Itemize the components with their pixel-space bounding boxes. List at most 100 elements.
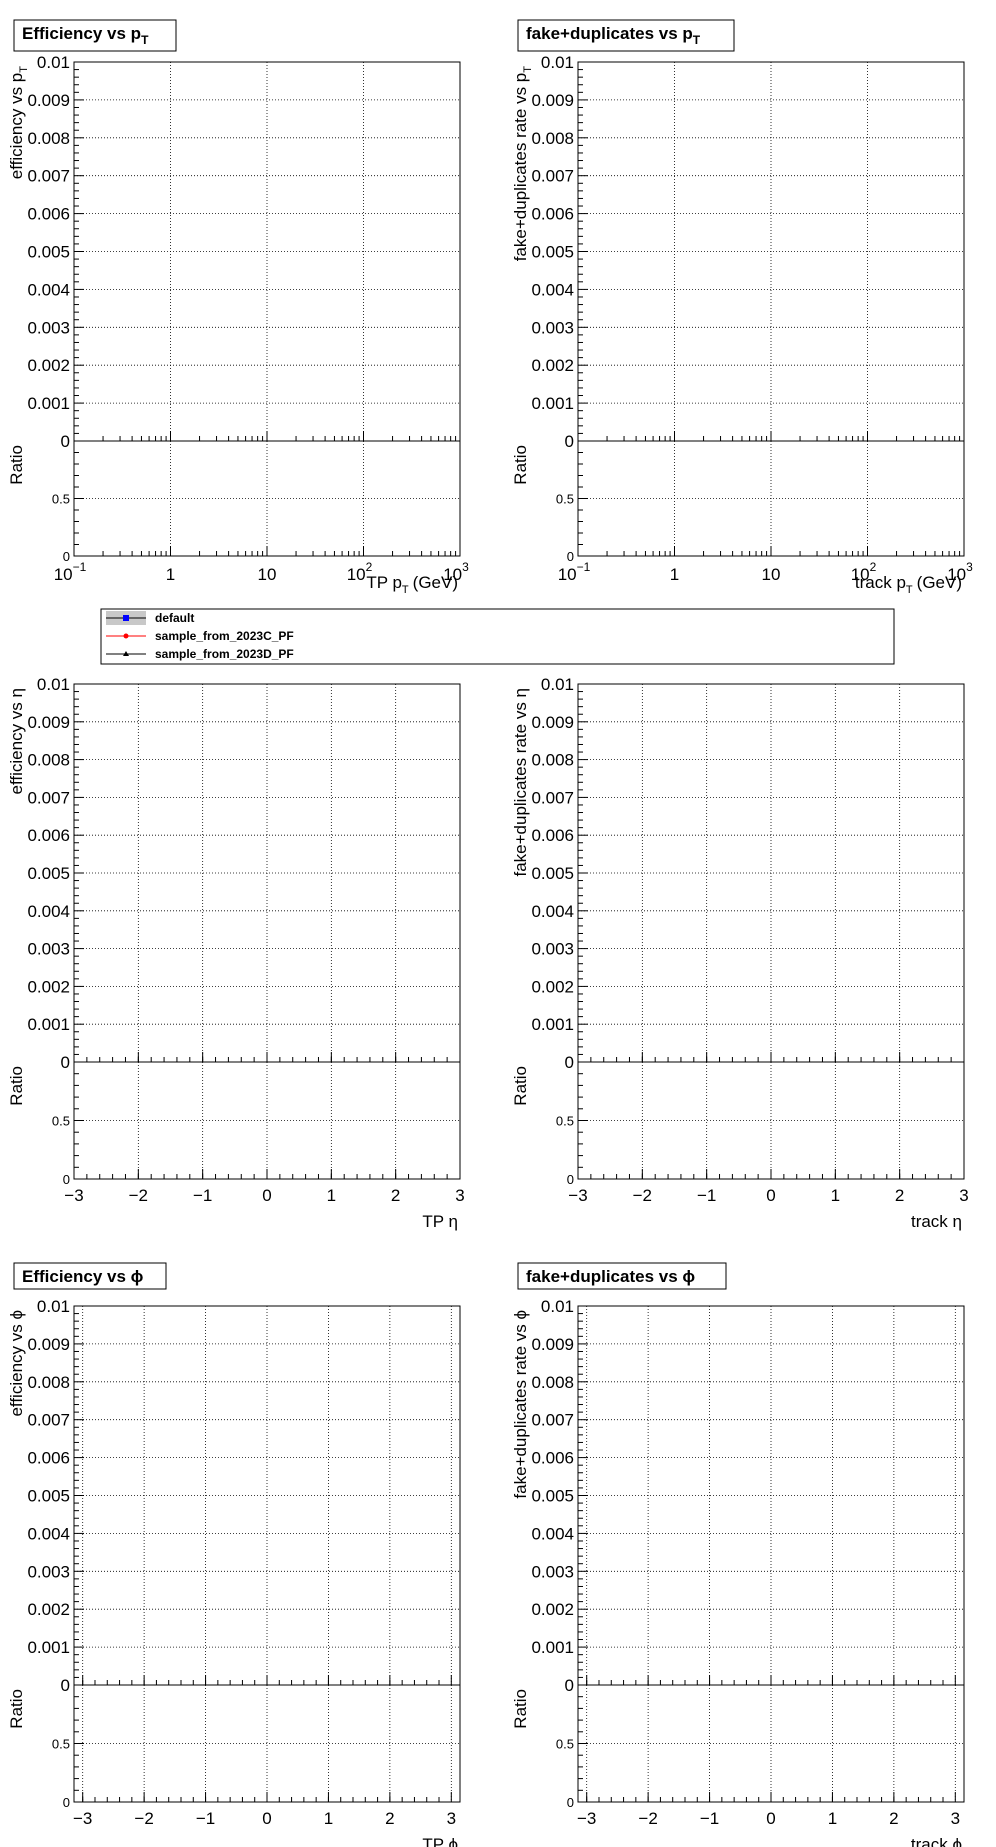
y-tick-label: 0.007 [531,1411,574,1430]
x-axis-title: TP pT (GeV) [366,573,458,596]
ratio-axis-title: Ratio [7,1066,26,1106]
y-tick-label: 0.005 [531,243,574,262]
x-tick-label: 0 [766,1186,775,1205]
ratio-axis-title: Ratio [7,1689,26,1729]
y-tick-label: 0.008 [27,1373,70,1392]
ratio-axis-title: Ratio [7,445,26,485]
x-tick-label: 3 [959,1186,968,1205]
legend-label: sample_from_2023D_PF [155,647,294,661]
y-tick-label: 0.005 [27,864,70,883]
x-tick-label: −3 [577,1809,596,1828]
x-tick-label: 2 [385,1809,394,1828]
y-tick-label: 0.004 [531,1524,574,1543]
x-tick-base: 10 [443,565,462,584]
y-tick-label: 0.003 [27,940,70,959]
y-axis-title-text: fake+duplicates rate vs η [511,688,530,877]
title-frame [13,19,177,52]
y-tick-label: 0.004 [531,902,574,921]
y-tick-label: 0.003 [531,318,574,337]
chart-fake_pt: fake+duplicates vs pT00.0010.0020.0030.0… [511,19,973,596]
y-tick-label: 0.008 [27,129,70,148]
chart-title-subscript: T [141,33,149,47]
y-tick-label: 0.002 [27,977,70,996]
y-tick-label: 0.007 [27,167,70,186]
legend-frame [100,608,895,665]
x-tick-label: 10−1 [54,560,87,584]
x-axis-title: TP η [422,1212,458,1231]
y-tick-label: 0.01 [541,1297,574,1316]
x-tick-label: 3 [951,1809,960,1828]
y-tick-label: 0 [565,432,574,451]
y-axis-title-subscript: T [18,66,30,73]
x-tick-label: 1 [828,1809,837,1828]
y-tick-label: 0.003 [531,1562,574,1581]
x-axis-title-subscript: T [906,584,913,596]
x-tick-label: −3 [568,1186,587,1205]
x-tick-label: 0 [766,1809,775,1828]
y-tick-label: 0.005 [531,864,574,883]
x-tick-exponent: 2 [870,560,877,574]
chart-title-text: fake+duplicates vs p [526,24,693,43]
ratio-y-tick-label: 0 [567,1795,574,1810]
x-tick-label: 3 [455,1186,464,1205]
y-tick-label: 0.009 [27,713,70,732]
y-tick-label: 0 [565,1676,574,1695]
y-tick-label: 0.005 [27,1487,70,1506]
y-axis-title: fake+duplicates rate vs ϕ [511,1310,530,1499]
x-tick-label: 102 [347,560,373,584]
x-tick-label: −2 [633,1186,652,1205]
y-axis-title: efficiency vs η [7,688,26,794]
y-tick-label: 0.004 [27,1524,70,1543]
y-tick-label: 0.009 [27,1335,70,1354]
x-axis-title-unit: (GeV) [917,573,962,592]
x-tick-label: 2 [895,1186,904,1205]
y-tick-label: 0.005 [531,1487,574,1506]
x-tick-label: 2 [391,1186,400,1205]
chart-title: fake+duplicates vs pT [526,24,701,47]
y-tick-label: 0.008 [531,751,574,770]
x-tick-base: 10 [947,565,966,584]
x-axis-title: track η [911,1212,962,1231]
x-tick-label: 103 [947,560,973,584]
ratio-y-tick-label: 0 [567,549,574,564]
ratio-y-tick-label: 0 [63,1172,70,1187]
y-tick-label: 0 [61,432,70,451]
ratio-y-tick-label: 0.5 [52,1114,70,1129]
x-tick-label: −2 [134,1809,153,1828]
chart-title-subscript: T [693,33,701,47]
y-tick-label: 0.008 [531,1373,574,1392]
y-axis-title-text: efficiency vs p [7,73,26,179]
legend-entry-default: default [106,611,194,625]
y-tick-label: 0.001 [531,1015,574,1034]
y-tick-label: 0.003 [27,1562,70,1581]
x-axis-title-text: TP η [422,1212,458,1231]
x-axis-title-text: track p [855,573,906,592]
y-tick-label: 0.002 [27,356,70,375]
chart-fake_eta: 0 0.001 0.002 0.003 0.004 0.005 0.006 0.007 0.00… [511,675,969,1231]
legend-marker-circle [123,633,129,639]
ratio-y-tick-label: 0 [63,549,70,564]
x-tick-label: 1 [831,1186,840,1205]
x-tick-base: 10 [347,565,366,584]
y-axis-title-text: fake+duplicates rate vs p [511,73,530,262]
chart-title-text: fake+duplicates vs ϕ [526,1267,695,1286]
x-tick-label: −3 [73,1809,92,1828]
legend-entry-2023d: sample_from_2023D_PF [106,647,294,661]
x-axis-title-text: TP ϕ [422,1835,458,1847]
legend-marker-square [123,615,129,621]
ratio-y-tick-label: 0 [63,1795,70,1810]
y-tick-label: 0.001 [531,1638,574,1657]
chart-eff_eta: 0 0.001 0.002 0.003 0.004 0.005 0.006 0.007 0.00… [7,675,465,1231]
chart-eff_pt: Efficiency vs pT00.0010.0020.0030.0040.0… [7,19,469,596]
ratio-y-tick-label: 0 [567,1172,574,1187]
x-tick-label: −1 [193,1186,212,1205]
x-tick-exponent: 3 [462,560,469,574]
y-tick-label: 0.01 [37,53,70,72]
y-tick-label: 0.006 [531,826,574,845]
y-tick-label: 0.007 [27,1411,70,1430]
x-tick-label: −1 [700,1809,719,1828]
title-frame [13,1262,167,1290]
x-tick-label: 2 [889,1809,898,1828]
x-tick-label: 103 [443,560,469,584]
